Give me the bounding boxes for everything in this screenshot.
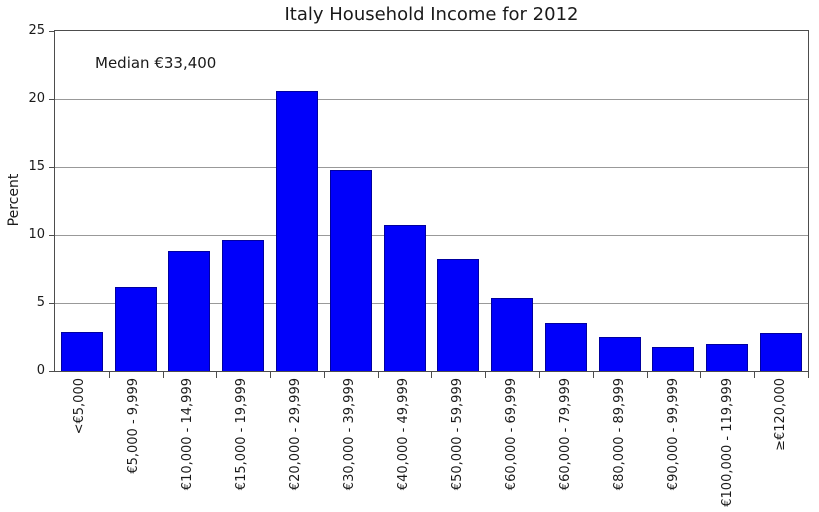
- x-label-cell: €80,000 - 89,999: [593, 378, 647, 507]
- x-label-cell: €60,000 - 69,999: [485, 378, 539, 507]
- bar: [168, 251, 211, 371]
- bar: [114, 286, 157, 371]
- bar: [383, 225, 426, 371]
- bar-cell: [647, 31, 702, 378]
- x-label-cell: €15,000 - 19,999: [216, 378, 270, 507]
- x-axis-tick: [646, 372, 648, 378]
- bar-cell: [700, 31, 756, 378]
- x-tick-label: €30,000 - 39,999: [342, 378, 358, 491]
- bar: [706, 343, 749, 371]
- bar: [760, 332, 803, 371]
- gridline: [55, 98, 808, 100]
- bar: [491, 297, 534, 371]
- bar-cell: [378, 31, 433, 378]
- y-tick-label: 15: [28, 159, 45, 174]
- bar-cell: [324, 31, 379, 378]
- x-axis-tick: [700, 372, 702, 378]
- x-axis-labels: <€5,000 €5,000 - 9,999 €10,000 - 14,999 €15…: [54, 378, 809, 507]
- y-axis-tick: [49, 235, 54, 236]
- x-label-cell: €5,000 - 9,999: [108, 378, 162, 507]
- x-axis-tick: [270, 372, 272, 378]
- x-axis-tick: [323, 372, 325, 378]
- bars-row: [55, 31, 809, 378]
- x-tick-label: €10,000 - 14,999: [180, 378, 196, 491]
- y-axis-tick: [49, 167, 54, 168]
- gridline: [55, 234, 808, 236]
- x-tick-label: €90,000 - 99,999: [665, 378, 681, 491]
- x-tick-label: €60,000 - 79,999: [557, 378, 573, 491]
- x-label-cell: €20,000 - 29,999: [270, 378, 324, 507]
- x-axis-tick: [539, 372, 541, 378]
- y-axis-tick: [49, 371, 54, 372]
- bar: [652, 346, 695, 371]
- x-label-cell: €10,000 - 14,999: [162, 378, 216, 507]
- x-label-cell: €60,000 - 79,999: [539, 378, 593, 507]
- bar-cell: [216, 31, 272, 378]
- y-tick-label: 0: [36, 363, 45, 378]
- x-tick-label: €50,000 - 59,999: [449, 378, 465, 491]
- bar-cell: [754, 31, 809, 378]
- x-label-cell: €30,000 - 39,999: [324, 378, 378, 507]
- y-tick-label: 20: [28, 91, 45, 106]
- x-tick-label: €20,000 - 29,999: [288, 378, 304, 491]
- x-tick-label: €100,000 - 119,999: [719, 378, 735, 507]
- x-axis-tick: [592, 372, 594, 378]
- bar-cell: [431, 31, 487, 378]
- y-axis-tick: [49, 303, 54, 304]
- chart-title: Italy Household Income for 2012: [284, 4, 579, 25]
- gridline: [55, 166, 808, 168]
- y-axis-tick: [49, 31, 54, 32]
- x-axis-tick: [431, 372, 433, 378]
- x-axis-tick: [754, 372, 756, 378]
- bar-cell: [539, 31, 594, 378]
- bar: [598, 337, 641, 371]
- bar-cell: [593, 31, 648, 378]
- x-label-cell: €100,000 - 119,999: [701, 378, 755, 507]
- x-tick-label: ≥€120,000: [773, 378, 789, 451]
- x-tick-label: €5,000 - 9,999: [126, 378, 142, 474]
- x-label-cell: ≥€120,000: [755, 378, 809, 507]
- bar: [437, 259, 480, 371]
- bar: [544, 323, 587, 371]
- x-label-cell: €90,000 - 99,999: [647, 378, 701, 507]
- bar: [60, 331, 103, 371]
- bar-cell: [163, 31, 218, 378]
- y-axis-label: Percent: [6, 173, 22, 227]
- bar-cell: [55, 31, 110, 378]
- x-tick-label: €60,000 - 69,999: [503, 378, 519, 491]
- x-axis-tick: [807, 372, 809, 378]
- x-label-cell: €40,000 - 49,999: [378, 378, 432, 507]
- bar: [276, 90, 319, 371]
- bar-cell: [270, 31, 325, 378]
- y-axis-tick: [49, 99, 54, 100]
- x-tick-label: €15,000 - 19,999: [234, 378, 250, 491]
- x-axis-tick: [485, 372, 487, 378]
- x-label-cell: €50,000 - 59,999: [431, 378, 485, 507]
- y-tick-label: 10: [28, 227, 45, 242]
- bar-cell: [485, 31, 541, 378]
- x-axis-tick: [108, 372, 110, 378]
- plot-area: Median €33,400: [54, 30, 809, 378]
- y-tick-label: 5: [36, 295, 45, 310]
- median-annotation: Median €33,400: [95, 54, 217, 72]
- gridline: [55, 302, 808, 304]
- x-axis-tick: [162, 372, 164, 378]
- x-axis-tick: [216, 372, 218, 378]
- x-axis-tick: [377, 372, 379, 378]
- bar-cell: [109, 31, 164, 378]
- x-tick-label: <€5,000: [72, 378, 88, 435]
- x-label-cell: <€5,000: [54, 378, 108, 507]
- x-tick-label: €80,000 - 89,999: [611, 378, 627, 491]
- x-tick-label: €40,000 - 49,999: [396, 378, 412, 491]
- bar: [329, 169, 372, 371]
- bar: [222, 240, 265, 371]
- y-tick-label: 25: [28, 23, 45, 38]
